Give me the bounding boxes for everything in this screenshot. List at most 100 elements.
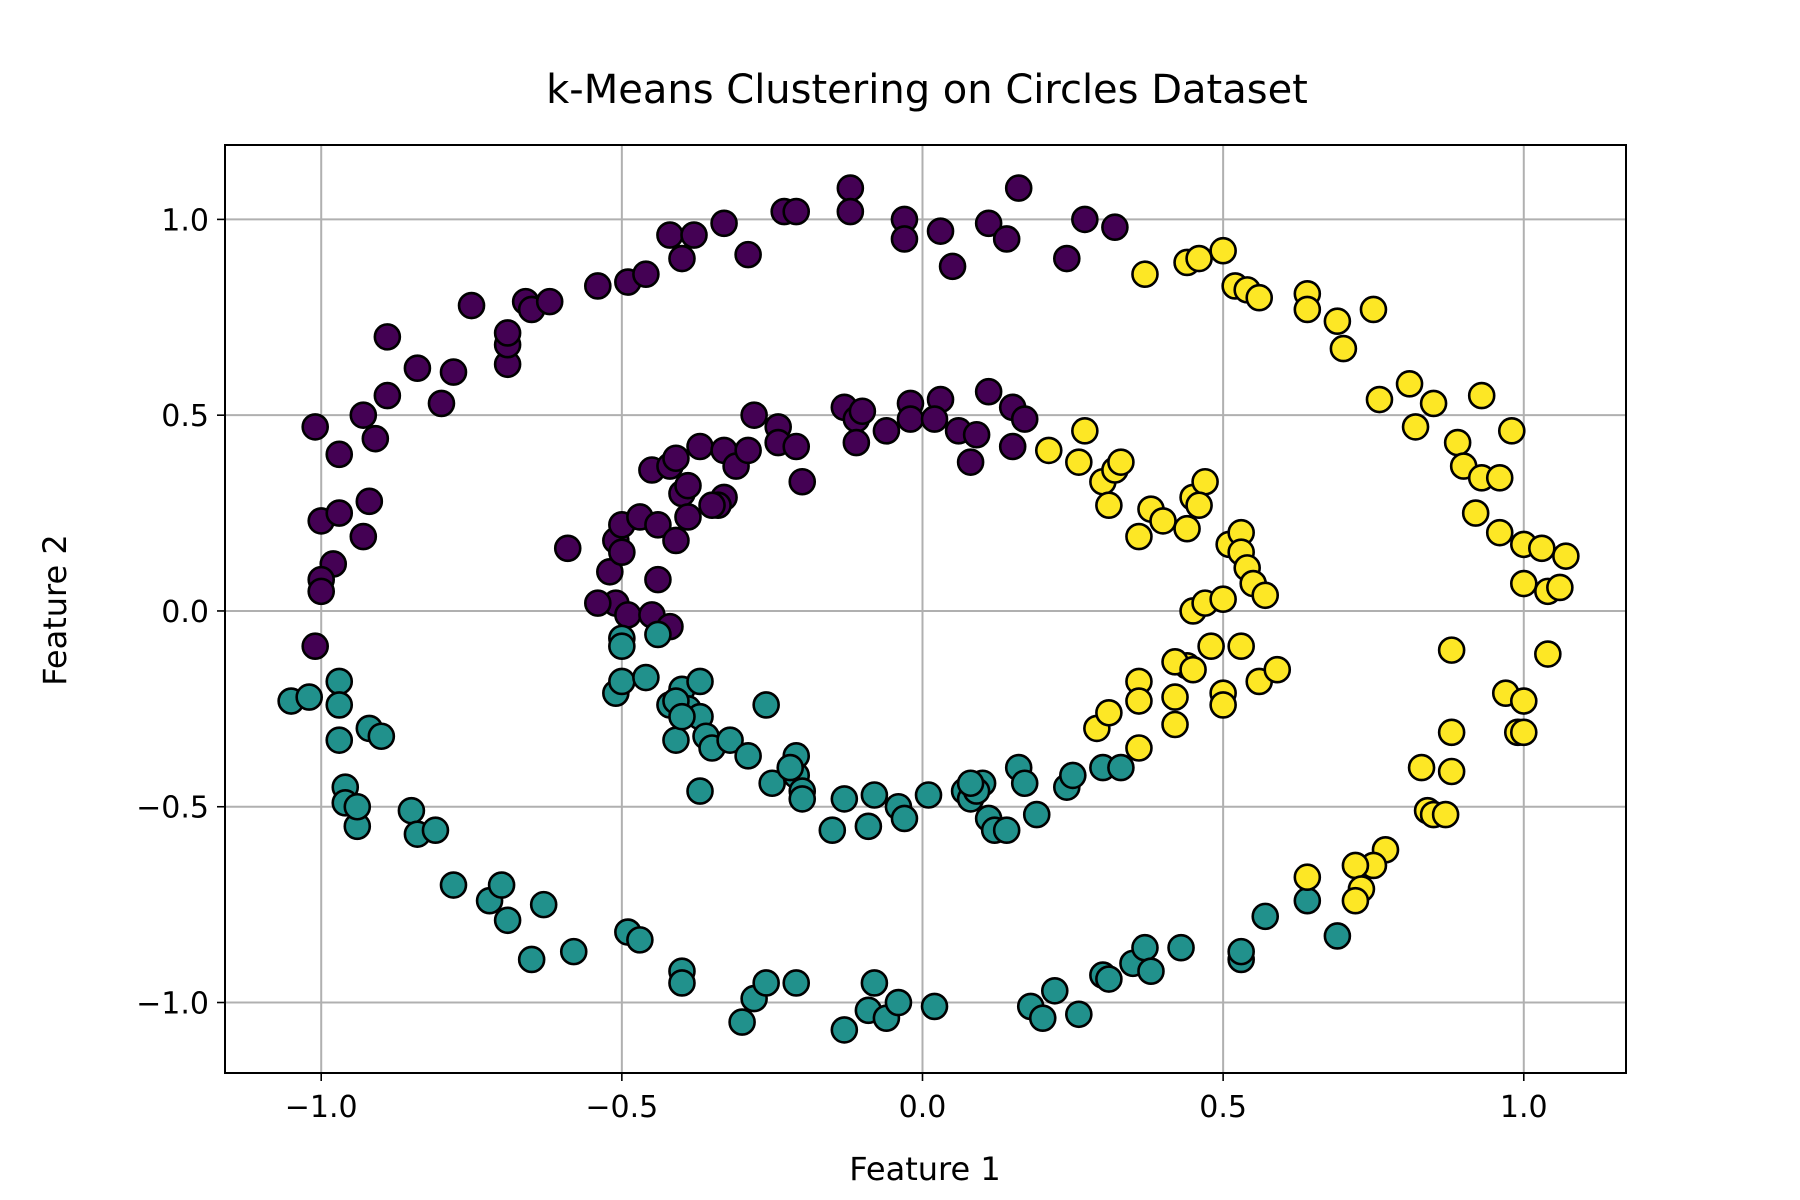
scatter-point-cluster-2 xyxy=(1125,687,1153,715)
x-axis-label: Feature 1 xyxy=(849,1150,1000,1188)
scatter-point-cluster-2 xyxy=(1161,710,1189,739)
scatter-point-cluster-0 xyxy=(355,487,384,516)
y-tick-label: 0.5 xyxy=(161,399,209,434)
scatter-point-cluster-1 xyxy=(662,726,690,754)
scatter-point-cluster-2 xyxy=(1419,389,1448,418)
scatter-point-cluster-0 xyxy=(926,217,955,245)
scatter-point-cluster-1 xyxy=(668,969,696,997)
scatter-point-cluster-0 xyxy=(493,319,522,347)
scatter-point-cluster-2 xyxy=(1179,655,1207,684)
scatter-point-cluster-0 xyxy=(734,240,762,269)
scatter-point-cluster-2 xyxy=(1227,632,1255,660)
scatter-point-cluster-0 xyxy=(938,252,967,281)
scatter-point-cluster-0 xyxy=(674,471,702,500)
scatter-point-cluster-0 xyxy=(674,503,702,531)
scatter-point-cluster-2 xyxy=(1209,236,1237,265)
scatter-point-cluster-0 xyxy=(439,358,468,386)
scatter-point-cluster-1 xyxy=(992,816,1021,845)
scatter-point-cluster-1 xyxy=(1095,965,1123,993)
scatter-point-cluster-1 xyxy=(1227,937,1255,966)
scatter-point-cluster-2 xyxy=(1185,491,1213,520)
scatter-point-cluster-1 xyxy=(854,812,883,841)
scatter-point-cluster-2 xyxy=(1341,886,1370,915)
scatter-point-cluster-2 xyxy=(1107,448,1135,476)
scatter-point-cluster-0 xyxy=(1071,205,1099,234)
scatter-point-cluster-1 xyxy=(1059,761,1087,790)
scatter-point-cluster-2 xyxy=(1467,381,1496,410)
scatter-point-cluster-0 xyxy=(962,420,991,449)
scatter-point-cluster-0 xyxy=(632,260,660,289)
scatter-point-cluster-1 xyxy=(626,926,654,954)
scatter-point-cluster-0 xyxy=(583,272,612,300)
chart-title: k-Means Clustering on Circles Dataset xyxy=(546,67,1308,113)
y-tick-label: 1.0 xyxy=(161,203,209,238)
scatter-point-cluster-0 xyxy=(644,511,672,539)
scatter-point-cluster-1 xyxy=(830,785,859,813)
scatter-point-cluster-1 xyxy=(752,691,780,719)
scatter-point-cluster-0 xyxy=(668,244,696,273)
scatter-point-cluster-1 xyxy=(686,667,714,696)
scatter-point-cluster-1 xyxy=(716,726,744,754)
scatter-point-cluster-2 xyxy=(1251,581,1280,610)
scatter-point-cluster-2 xyxy=(1528,534,1556,563)
x-tick-label: −0.5 xyxy=(585,1090,658,1125)
scatter-point-cluster-2 xyxy=(1191,467,1219,496)
scatter-point-cluster-2 xyxy=(1197,632,1225,660)
scatter-point-cluster-1 xyxy=(439,871,468,899)
scatter-point-cluster-2 xyxy=(1071,417,1099,445)
scatter-point-cluster-2 xyxy=(1125,734,1153,762)
scatter-point-cluster-1 xyxy=(367,722,396,751)
scatter-point-cluster-1 xyxy=(860,781,889,809)
scatter-point-cluster-0 xyxy=(427,389,456,418)
axis-ticks: −1.0 −0.5 0.0 0.5 1.0 −1.0 −0.5 0.0 0.5 1.0 xyxy=(136,203,1548,1125)
scatter-point-cluster-0 xyxy=(349,401,378,429)
scatter-point-cluster-1 xyxy=(734,742,762,770)
scatter-point-cluster-2 xyxy=(1095,491,1123,520)
scatter-point-cluster-0 xyxy=(325,440,354,469)
scatter-point-cluster-0 xyxy=(614,601,642,629)
scatter-point-cluster-1 xyxy=(830,1016,859,1044)
scatter-point-cluster-1 xyxy=(1137,957,1165,985)
scatter-point-cluster-0 xyxy=(848,397,877,426)
scatter-point-cluster-0 xyxy=(644,565,672,594)
scatter-point-cluster-1 xyxy=(559,937,588,966)
scatter-point-cluster-0 xyxy=(583,589,612,617)
scatter-point-cluster-2 xyxy=(1395,370,1424,398)
scatter-point-cluster-1 xyxy=(788,785,817,813)
scatter-point-cluster-2 xyxy=(1437,718,1466,747)
scatter-point-cluster-0 xyxy=(974,209,1003,238)
scatter-point-cluster-1 xyxy=(325,691,354,719)
scatter-point-cluster-0 xyxy=(836,174,865,202)
scatter-point-cluster-2 xyxy=(1485,464,1514,492)
scatter-point-cluster-0 xyxy=(872,417,901,445)
scatter-point-cluster-1 xyxy=(1107,753,1135,782)
scatter-point-cluster-0 xyxy=(896,405,925,433)
scatter-point-cluster-2 xyxy=(1323,307,1352,336)
scatter-point-cluster-0 xyxy=(788,467,817,496)
scatter-point-cluster-0 xyxy=(535,287,564,316)
scatter-point-cluster-0 xyxy=(740,401,768,429)
scatter-point-cluster-2 xyxy=(1263,655,1292,684)
scatter-point-cluster-1 xyxy=(1167,933,1195,962)
scatter-point-cluster-0 xyxy=(349,522,378,551)
scatter-point-cluster-1 xyxy=(397,796,426,825)
scatter-point-cluster-0 xyxy=(710,209,738,238)
scatter-point-cluster-1 xyxy=(914,781,943,809)
scatter-point-cluster-1 xyxy=(1293,886,1322,915)
y-tick-label: 0.0 xyxy=(161,595,209,630)
scatter-point-cluster-1 xyxy=(860,969,889,997)
scatter-point-cluster-0 xyxy=(956,448,985,476)
x-tick-label: 1.0 xyxy=(1500,1090,1548,1125)
scatter-point-cluster-2 xyxy=(1534,640,1562,668)
scatter-point-cluster-1 xyxy=(884,988,913,1017)
scatter-point-cluster-0 xyxy=(686,432,714,461)
scatter-point-cluster-2 xyxy=(1359,295,1388,324)
scatter-point-cluster-2 xyxy=(1034,436,1063,465)
scatter-point-cluster-0 xyxy=(680,221,708,249)
scatter-point-cluster-2 xyxy=(1095,698,1123,727)
scatter-point-cluster-0 xyxy=(842,428,871,457)
scatter-point-cluster-0 xyxy=(325,499,354,527)
scatter-point-cluster-0 xyxy=(596,558,624,586)
scatter-point-cluster-1 xyxy=(1065,1000,1093,1029)
scatter-point-cluster-2 xyxy=(1185,244,1213,273)
